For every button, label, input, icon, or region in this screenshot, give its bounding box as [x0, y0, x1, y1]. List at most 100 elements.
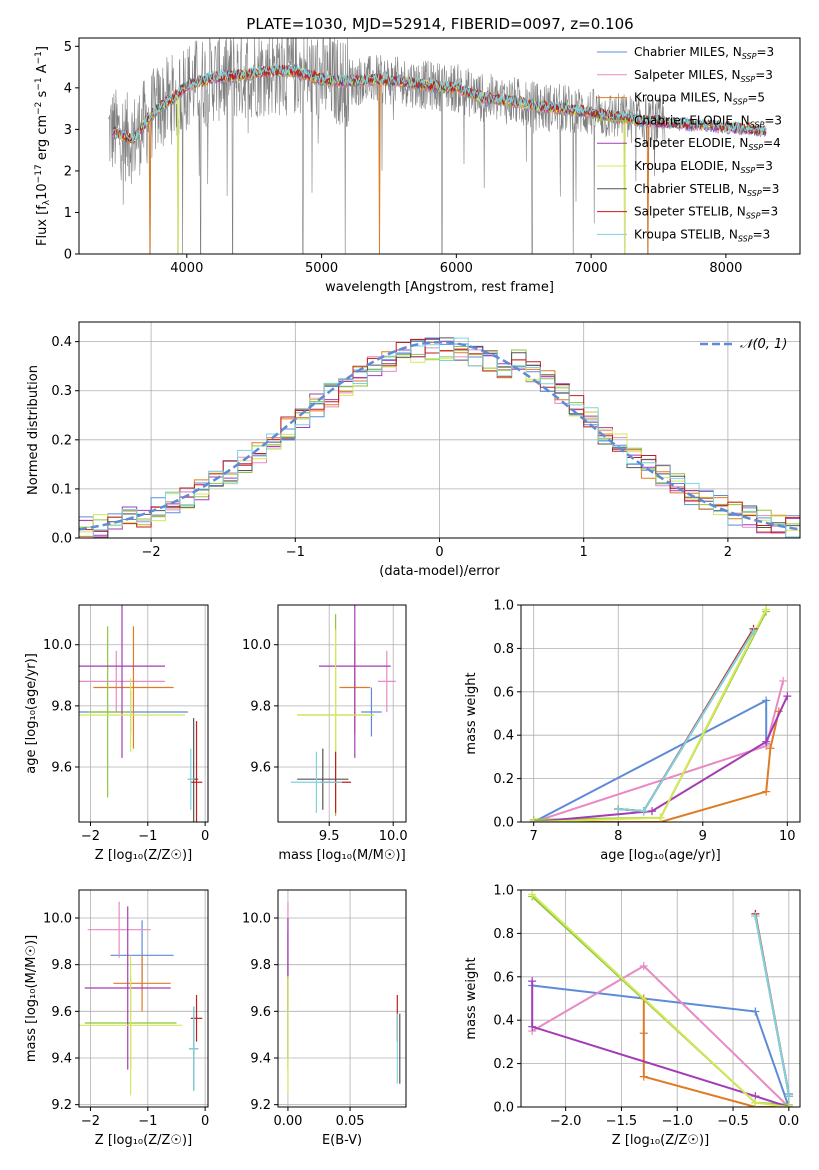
x-tick-label: −1.0 — [661, 1114, 693, 1129]
weight-series-salpeter-miles — [528, 961, 793, 1107]
legend-entry: Kroupa ELODIE, NSSP=3 — [634, 159, 773, 175]
plot-area — [79, 337, 800, 538]
y-tick-label: 0.8 — [493, 642, 514, 657]
errorbar-salpeter-stelib — [190, 995, 203, 1042]
y-axis-label: Flux [fλ10−17 erg cm−2 s−1 A−1] — [34, 46, 52, 246]
chart-age-vs-Z: −2 −1 0 9.6 9.8 10.0 Z [log₁₀(Z/Z☉)] age [log₁₀… — [24, 604, 209, 863]
y-axis-label: mass weight — [464, 957, 479, 1039]
legend-entry: Kroupa STELIB, NSSP=3 — [634, 227, 770, 243]
weight-series-chabrier-elodie — [529, 607, 771, 822]
y-tick-label: 9.6 — [250, 760, 271, 775]
histogram-kroupa-stelib — [79, 337, 800, 538]
x-tick-label: 0 — [201, 1114, 209, 1129]
axes-frame — [520, 889, 801, 1108]
y-tick-label: 2 — [64, 164, 72, 179]
weight-marker — [749, 627, 758, 636]
weight-series-salpeter-elodie — [529, 692, 792, 822]
x-tick-label: −2 — [81, 829, 100, 844]
weight-marker — [762, 787, 771, 796]
y-tick-label: 0.0 — [493, 816, 514, 831]
chart-mass-vs-Z: −2 −1 0 9.2 9.4 9.6 9.8 10.0 Z [log₁₀(Z/Z☉)] mass… — [24, 889, 209, 1148]
y-tick-label: 0.4 — [493, 1014, 514, 1029]
x-axis-label: Z [log₁₀(Z/Z☉)] — [612, 1133, 709, 1148]
errorbar-salpeter-elodie — [84, 906, 171, 1070]
plot-area — [529, 605, 792, 822]
weight-series-kroupa-elodie — [528, 890, 793, 1107]
y-axis-label: mass weight — [464, 672, 479, 754]
weight-marker — [762, 696, 771, 705]
y-tick-label: 0.2 — [51, 433, 72, 448]
x-axis-label: (data-model)/error — [379, 564, 500, 579]
legend-entry: Salpeter MILES, NSSP=3 — [634, 68, 773, 84]
x-axis-label: wavelength [Angstrom, rest frame] — [325, 280, 554, 295]
y-tick-label: 9.2 — [250, 1098, 271, 1113]
weight-line — [533, 711, 780, 822]
axes-frame — [78, 37, 801, 255]
y-tick-label: 0.0 — [493, 1101, 514, 1116]
x-tick-label: 0.0 — [778, 1114, 799, 1129]
weight-series-chabrier-miles — [528, 981, 793, 1107]
errorbar-chabrier-elodie — [87, 626, 128, 798]
axes-frame — [277, 889, 407, 1108]
weight-line — [531, 964, 790, 1107]
weight-line — [754, 915, 790, 1097]
weight-series-kroupa-stelib — [751, 912, 793, 1101]
legend-entry: Chabrier ELODIE, NSSP=3 — [634, 113, 782, 129]
axes-frame — [520, 604, 801, 823]
x-tick-label: 10 — [779, 829, 796, 844]
y-tick-label: 0.1 — [51, 482, 72, 497]
x-tick-label: 5000 — [305, 261, 338, 276]
weight-marker — [751, 912, 760, 921]
x-axis-label: mass [log₁₀(M/M☉)] — [278, 848, 405, 863]
x-tick-label: 7 — [530, 829, 538, 844]
weight-series-salpeter-stelib — [614, 624, 758, 816]
plot-area — [287, 901, 401, 1093]
axes-frame — [277, 604, 407, 823]
errorbar-salpeter-miles — [377, 650, 396, 712]
x-tick-label: 0 — [435, 545, 443, 560]
y-tick-label: 10.0 — [242, 638, 271, 653]
plot-area — [79, 901, 203, 1096]
plot-area — [79, 605, 203, 822]
x-tick-label: 10.0 — [379, 829, 408, 844]
x-tick-label: −2.0 — [550, 1114, 582, 1129]
errorbar-kroupa-stelib — [187, 748, 195, 810]
weight-marker — [762, 605, 771, 614]
y-tick-label: 10.0 — [43, 912, 72, 927]
plot-area — [528, 890, 793, 1107]
plot-area — [290, 605, 396, 816]
chart-mass-vs-ebv: 0.00 0.05 9.2 9.4 9.6 9.8 10.0 E(B-V) — [242, 889, 407, 1148]
weight-series-kroupa-miles — [639, 994, 793, 1107]
x-tick-label: 2 — [724, 545, 732, 560]
x-tick-label: 8 — [614, 829, 622, 844]
errorbar-chabrier-miles — [361, 687, 382, 737]
weight-line — [533, 680, 785, 822]
x-tick-label: −1.5 — [606, 1114, 638, 1129]
y-tick-label: 5 — [64, 40, 72, 55]
y-tick-label: 9.2 — [51, 1098, 72, 1113]
model-spectrum-kroupa-stelib — [112, 63, 767, 143]
gaussian-reference-curve — [79, 340, 800, 531]
weight-line — [533, 608, 768, 822]
errorbar-salpeter-miles — [79, 650, 165, 712]
weight-line — [533, 698, 768, 822]
histogram-salpeter-elodie — [79, 338, 800, 536]
axes-frame — [78, 889, 209, 1108]
weight-marker — [648, 807, 657, 816]
errorbar-kroupa-miles — [113, 955, 171, 1012]
figure-title: PLATE=1030, MJD=52914, FIBERID=0097, z=0… — [246, 15, 633, 33]
chart-massweight-vs-Z: −2.0 −1.5 −1.0 −0.5 0.0 0.0 0.2 0.4 0.6 0.8 1.0 Z [… — [464, 884, 801, 1148]
weight-series-salpeter-elodie — [528, 977, 793, 1107]
y-axis-label: age [log₁₀(age/yr)] — [24, 653, 39, 774]
y-tick-label: 9.6 — [51, 1005, 72, 1020]
errorbar-kroupa-elodie — [79, 678, 186, 752]
y-tick-label: 9.8 — [51, 958, 72, 973]
legend-entry: Salpeter ELODIE, NSSP=4 — [634, 136, 781, 152]
y-tick-label: 0.3 — [51, 384, 72, 399]
y-axis-label: Normed distribution — [26, 365, 41, 495]
errorbar-kroupa-stelib — [189, 1006, 199, 1091]
y-tick-label: 0.2 — [493, 1057, 514, 1072]
weight-marker — [784, 1103, 793, 1107]
axes-frame — [78, 321, 801, 539]
